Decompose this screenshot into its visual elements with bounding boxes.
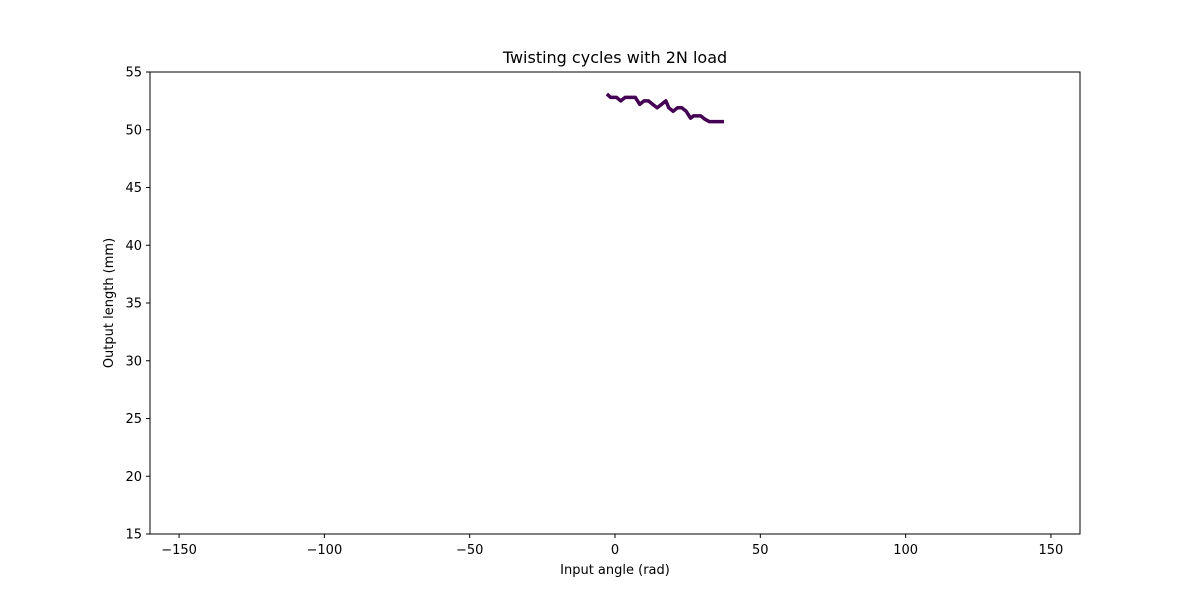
x-tick-label: 100 [893, 543, 918, 558]
y-tick-label: 40 [125, 239, 142, 254]
y-tick-label: 55 [125, 66, 142, 81]
series-line [605, 92, 724, 124]
chart-title: Twisting cycles with 2N load [502, 48, 727, 67]
x-tick-label: −100 [307, 543, 343, 558]
y-tick-label: 45 [125, 181, 142, 196]
x-ticks: −150 −100 −50 0 50 100 150 [161, 534, 1063, 558]
x-tick-label: −150 [161, 543, 197, 558]
x-tick-label: −50 [456, 543, 483, 558]
y-tick-label: 25 [125, 412, 142, 427]
y-tick-label: 15 [125, 528, 142, 543]
x-tick-label: 0 [611, 543, 619, 558]
y-ticks: 15 20 25 30 35 40 45 50 55 [125, 66, 150, 543]
x-tick-label: 50 [752, 543, 769, 558]
axes-frame [149, 71, 1081, 535]
plot-area [605, 92, 724, 124]
y-axis-label: Output length (mm) [102, 238, 117, 368]
y-tick-label: 20 [125, 470, 142, 485]
y-tick-label: 50 [125, 123, 142, 138]
x-tick-label: 150 [1039, 543, 1064, 558]
y-tick-label: 30 [125, 354, 142, 369]
x-axis-label: Input angle (rad) [560, 563, 670, 578]
y-tick-label: 35 [125, 297, 142, 312]
